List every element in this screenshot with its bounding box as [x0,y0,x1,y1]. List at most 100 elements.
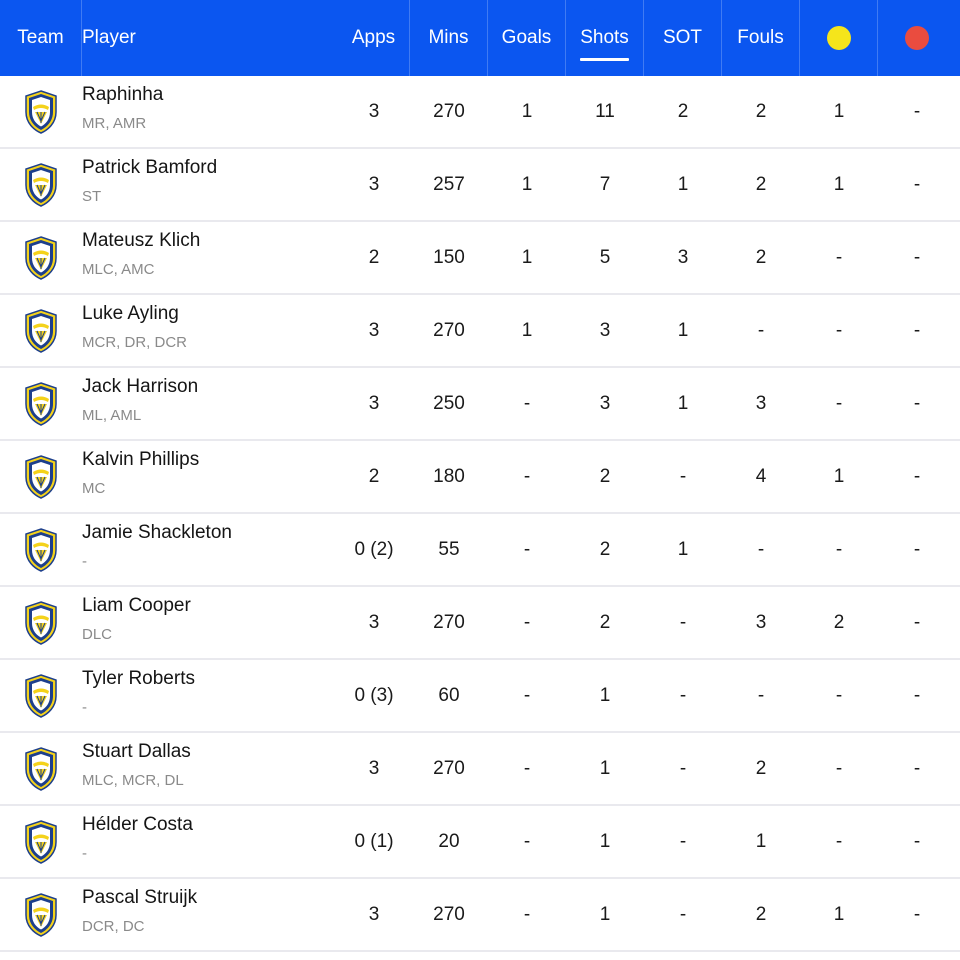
column-header-sot[interactable]: SOT [644,0,722,76]
player-name[interactable]: Raphinha [82,84,164,105]
fouls-value: 2 [755,246,767,268]
player-name[interactable]: Luke Ayling [82,303,179,324]
leeds-united-crest-icon [25,381,57,426]
active-sort-indicator [580,58,629,61]
player-cell[interactable]: Tyler Roberts - [82,660,338,731]
team-cell[interactable] [0,587,82,658]
player-cell[interactable]: Liam Cooper DLC [82,587,338,658]
leeds-united-crest-icon [25,162,57,207]
table-row[interactable]: Jack Harrison ML, AML 3 250 - 3 1 3 - - [0,368,960,441]
player-name[interactable]: Hélder Costa [82,814,193,835]
goals-value: 1 [521,100,533,122]
player-cell[interactable]: Hélder Costa - [82,806,338,877]
team-cell[interactable] [0,295,82,366]
player-cell[interactable]: Jack Harrison ML, AML [82,368,338,439]
apps-value: 3 [368,757,380,779]
table-row[interactable]: Patrick Bamford ST 3 257 1 7 1 2 1 - [0,149,960,222]
player-name[interactable]: Tyler Roberts [82,668,195,689]
table-row[interactable]: Luke Ayling MCR, DR, DCR 3 270 1 3 1 - -… [0,295,960,368]
player-name[interactable]: Liam Cooper [82,595,191,616]
player-name[interactable]: Patrick Bamford [82,157,218,178]
table-row[interactable]: Stuart Dallas MLC, MCR, DL 3 270 - 1 - 2… [0,733,960,806]
shots-value: 7 [599,173,611,195]
column-header-red-cards[interactable] [878,0,956,76]
red-cards-value: - [913,611,921,633]
shots-value: 1 [599,903,611,925]
player-name[interactable]: Jamie Shackleton [82,522,232,543]
player-cell[interactable]: Pascal Struijk DCR, DC [82,879,338,950]
mins-value: 150 [433,246,465,268]
shots-value: 2 [599,611,611,633]
mins-value: 180 [433,465,465,487]
leeds-united-crest-icon [25,308,57,353]
shots-value: 1 [599,757,611,779]
column-header-yellow-cards[interactable] [800,0,878,76]
player-cell[interactable]: Luke Ayling MCR, DR, DCR [82,295,338,366]
table-row[interactable]: Kalvin Phillips MC 2 180 - 2 - 4 1 - [0,441,960,514]
team-cell[interactable] [0,222,82,293]
player-cell[interactable]: Mateusz Klich MLC, AMC [82,222,338,293]
table-row[interactable]: Raphinha MR, AMR 3 270 1 11 2 2 1 - [0,76,960,149]
player-name[interactable]: Kalvin Phillips [82,449,200,470]
column-header-shots[interactable]: Shots [566,0,644,76]
column-header-goals[interactable]: Goals [488,0,566,76]
sot-value: - [679,465,687,487]
fouls-value: 3 [755,392,767,414]
player-name[interactable]: Mateusz Klich [82,230,201,251]
player-cell[interactable]: Raphinha MR, AMR [82,76,338,147]
yellow-cards-value: 2 [833,611,845,633]
yellow-cards-value: - [835,830,843,852]
player-positions: - [82,553,87,570]
column-header-player[interactable]: Player [82,27,136,48]
player-cell[interactable]: Patrick Bamford ST [82,149,338,220]
team-cell[interactable] [0,441,82,512]
mins-value: 55 [438,538,460,560]
column-header-mins[interactable]: Mins [410,0,488,76]
red-card-icon [905,26,929,50]
column-header-apps[interactable]: Apps [338,0,410,76]
yellow-cards-value: - [835,684,843,706]
player-cell[interactable]: Jamie Shackleton - [82,514,338,585]
column-header-fouls[interactable]: Fouls [722,0,800,76]
table-row[interactable]: Mateusz Klich MLC, AMC 2 150 1 5 3 2 - - [0,222,960,295]
yellow-card-icon [826,26,851,50]
shots-value: 11 [595,100,615,122]
goals-value: - [523,538,531,560]
table-row[interactable]: Tyler Roberts - 0 (3) 60 - 1 - - - - [0,660,960,733]
red-cards-value: - [913,903,921,925]
player-name[interactable]: Jack Harrison [82,376,199,397]
player-name[interactable]: Pascal Struijk [82,887,198,908]
team-cell[interactable] [0,149,82,220]
fouls-value: - [757,538,765,560]
fouls-value: 2 [755,100,767,122]
yellow-cards-value: - [835,319,843,341]
player-cell[interactable]: Kalvin Phillips MC [82,441,338,512]
team-cell[interactable] [0,76,82,147]
table-row[interactable]: Pascal Struijk DCR, DC 3 270 - 1 - 2 1 - [0,879,960,952]
apps-value: 0 (1) [354,830,394,852]
mins-value: 257 [433,173,465,195]
table-row[interactable]: Jamie Shackleton - 0 (2) 55 - 2 1 - - - [0,514,960,587]
goals-value: - [523,757,531,779]
table-row[interactable]: Liam Cooper DLC 3 270 - 2 - 3 2 - [0,587,960,660]
mins-value: 270 [433,100,465,122]
team-cell[interactable] [0,806,82,877]
goals-value: 1 [521,246,533,268]
player-positions: MLC, MCR, DL [82,772,184,789]
player-cell[interactable]: Stuart Dallas MLC, MCR, DL [82,733,338,804]
team-cell[interactable] [0,514,82,585]
apps-value: 0 (3) [354,684,394,706]
fouls-value: 4 [755,465,767,487]
team-cell[interactable] [0,733,82,804]
team-cell[interactable] [0,879,82,950]
leeds-united-crest-icon [25,819,57,864]
fouls-value: 3 [755,611,767,633]
sot-value: 1 [677,392,689,414]
player-name[interactable]: Stuart Dallas [82,741,191,762]
team-cell[interactable] [0,660,82,731]
column-header-team[interactable]: Team [0,0,82,76]
table-row[interactable]: Hélder Costa - 0 (1) 20 - 1 - 1 - - [0,806,960,879]
shots-value: 3 [599,392,611,414]
team-cell[interactable] [0,368,82,439]
